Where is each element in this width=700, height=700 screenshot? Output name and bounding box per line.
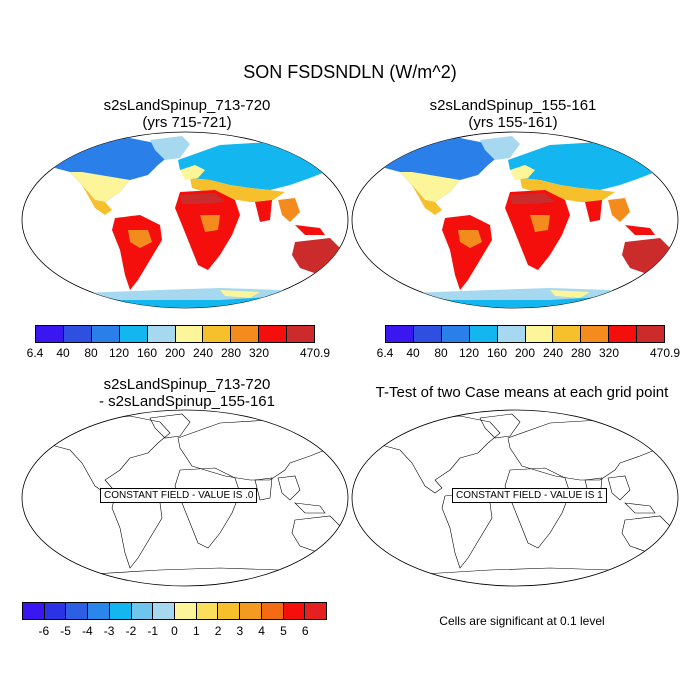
colorbar-tick-label: 200 bbox=[164, 346, 186, 360]
colorbar-box bbox=[283, 603, 306, 619]
colorbar-tick-label: 4 bbox=[258, 624, 265, 638]
colorbar-tick-label: 120 bbox=[108, 346, 130, 360]
colorbar-box bbox=[469, 326, 498, 342]
panel-title-line2: (yrs 715-721) bbox=[142, 114, 232, 131]
colorbar-box bbox=[153, 603, 176, 619]
panel-title-line1: s2sLandSpinup_713-720 bbox=[103, 97, 271, 114]
colorbar-tick-label: 40 bbox=[56, 346, 70, 360]
colorbar-labels-top-right: 6.4 40 80 120 160 200 240 280 320 470.9 bbox=[377, 346, 680, 360]
colorbar-tick-label: -6 bbox=[38, 624, 50, 638]
map-bottom-right: CONSTANT FIELD - VALUE IS 1 bbox=[350, 408, 680, 588]
colorbar-box bbox=[63, 326, 92, 342]
colorbar-box bbox=[36, 326, 64, 342]
colorbar-box bbox=[203, 326, 232, 342]
colorbar-box bbox=[386, 326, 414, 342]
panel-title-bottom-right: T-Test of two Case means at each grid po… bbox=[352, 384, 692, 401]
panel-title-line1: s2sLandSpinup_155-161 bbox=[429, 97, 597, 114]
colorbar-tick-label: -5 bbox=[60, 624, 71, 638]
colorbar-tick-label: -1 bbox=[147, 624, 159, 638]
colorbar-box bbox=[119, 326, 148, 342]
colorbar-box bbox=[609, 326, 638, 342]
world-map-filled bbox=[21, 131, 349, 309]
colorbar-tick-label: 6 bbox=[301, 624, 309, 638]
panel-title-line1: T-Test of two Case means at each grid po… bbox=[375, 384, 669, 401]
colorbar-tick-label: 2 bbox=[214, 624, 222, 638]
colorbar-tick-label: 280 bbox=[220, 346, 242, 360]
colorbar-box bbox=[581, 326, 610, 342]
colorbar-box bbox=[305, 603, 327, 619]
colorbar-tick-label: -2 bbox=[125, 624, 137, 638]
colorbar-box bbox=[525, 326, 554, 342]
colorbar-box bbox=[287, 326, 315, 342]
colorbar-tick-label: -4 bbox=[82, 624, 93, 638]
colorbar-tick-label: 6.4 bbox=[376, 346, 394, 360]
colorbar-box bbox=[131, 603, 154, 619]
main-title: SON FSDSNDLN (W/m^2) bbox=[243, 62, 457, 82]
colorbar-box bbox=[441, 326, 470, 342]
colorbar-bottom-left bbox=[22, 602, 327, 620]
colorbar-tick-label: 5 bbox=[280, 624, 287, 638]
colorbar-box bbox=[175, 603, 197, 619]
colorbar-tick-label: 160 bbox=[486, 346, 508, 360]
colorbar-tick-label: 240 bbox=[192, 346, 214, 360]
colorbar-labels-bottom-left: -6 -5 -4 -3 -2 -1 0 1 2 3 4 5 6 bbox=[22, 624, 327, 638]
colorbar-tick-label: 320 bbox=[248, 346, 270, 360]
significance-note: Cells are significant at 0.1 level bbox=[439, 614, 605, 628]
panel-title-line2: (yrs 155-161) bbox=[468, 114, 558, 131]
colorbar-box bbox=[66, 603, 89, 619]
colorbar-tick-label: 200 bbox=[514, 346, 536, 360]
colorbar-tick-label: 6.4 bbox=[26, 346, 44, 360]
colorbar-box bbox=[497, 326, 526, 342]
colorbar-box bbox=[218, 603, 241, 619]
colorbar-box bbox=[259, 326, 288, 342]
colorbar-top-right bbox=[385, 325, 665, 343]
colorbar-tick-label: 80 bbox=[84, 346, 98, 360]
colorbar-top-left bbox=[35, 325, 315, 343]
colorbar-box bbox=[44, 603, 67, 619]
colorbar-tick-label: 160 bbox=[136, 346, 158, 360]
panel-title-line1: s2sLandSpinup_713-720 bbox=[103, 376, 271, 393]
panel-title-top-left: s2sLandSpinup_713-720 (yrs 715-721) bbox=[26, 97, 348, 131]
colorbar-box bbox=[23, 603, 45, 619]
colorbar-tick-label: 1 bbox=[192, 624, 200, 638]
colorbar-box bbox=[637, 326, 665, 342]
colorbar-tick-label: 80 bbox=[434, 346, 448, 360]
colorbar-box bbox=[413, 326, 442, 342]
colorbar-tick-label: 0 bbox=[171, 624, 178, 638]
colorbar-box bbox=[261, 603, 284, 619]
constant-field-label: CONSTANT FIELD - VALUE IS 1 bbox=[452, 488, 607, 503]
map-top-right bbox=[350, 130, 680, 310]
world-map-filled bbox=[351, 131, 679, 309]
panel-title-line2: - s2sLandSpinup_155-161 bbox=[99, 393, 275, 410]
colorbar-box bbox=[109, 603, 132, 619]
map-top-left bbox=[20, 130, 350, 310]
colorbar-box bbox=[91, 326, 120, 342]
colorbar-box bbox=[231, 326, 260, 342]
colorbar-box bbox=[147, 326, 176, 342]
colorbar-box bbox=[175, 326, 204, 342]
colorbar-box bbox=[240, 603, 262, 619]
colorbar-tick-label: 470.9 bbox=[299, 346, 331, 360]
colorbar-tick-label: 40 bbox=[406, 346, 420, 360]
colorbar-tick-label: 320 bbox=[598, 346, 620, 360]
map-bottom-left: CONSTANT FIELD - VALUE IS .0 bbox=[20, 408, 350, 588]
colorbar-tick-label: 240 bbox=[542, 346, 564, 360]
colorbar-tick-label: 280 bbox=[570, 346, 592, 360]
constant-field-label: CONSTANT FIELD - VALUE IS .0 bbox=[100, 488, 258, 503]
colorbar-tick-label: 470.9 bbox=[649, 346, 681, 360]
panel-title-bottom-left: s2sLandSpinup_713-720 - s2sLandSpinup_15… bbox=[26, 376, 348, 410]
colorbar-tick-label: 3 bbox=[236, 624, 244, 638]
colorbar-box bbox=[553, 326, 582, 342]
colorbar-tick-label: 120 bbox=[458, 346, 480, 360]
colorbar-box bbox=[88, 603, 110, 619]
colorbar-labels-top-left: 6.4 40 80 120 160 200 240 280 320 470.9 bbox=[27, 346, 330, 360]
colorbar-tick-label: -3 bbox=[103, 624, 115, 638]
colorbar-box bbox=[196, 603, 219, 619]
panel-title-top-right: s2sLandSpinup_155-161 (yrs 155-161) bbox=[352, 97, 674, 131]
